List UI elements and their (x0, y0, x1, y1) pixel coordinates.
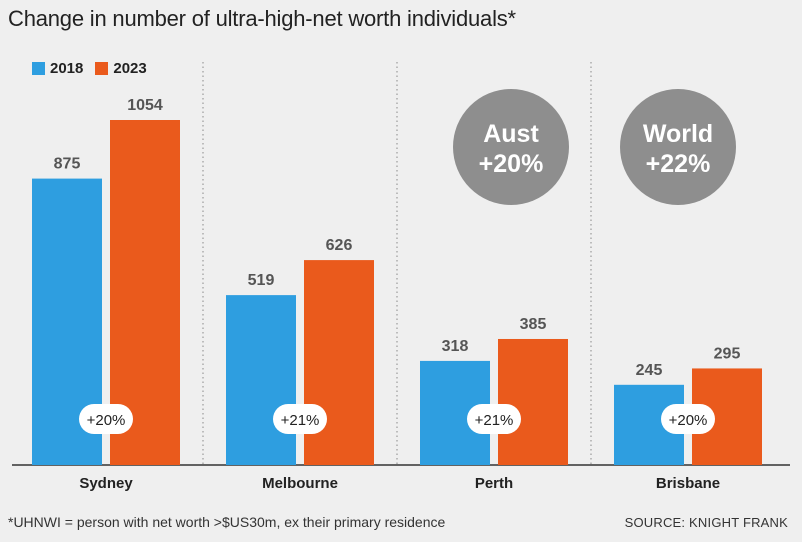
legend-label-2018: 2018 (50, 60, 84, 77)
badge-aust-value: +20% (479, 150, 544, 178)
bar-melbourne-2018 (226, 295, 296, 465)
change-pill-brisbane (661, 404, 715, 434)
legend-item-2018: 2018 (32, 60, 83, 77)
badge-world-value: +22% (646, 150, 711, 178)
change-pill-perth (467, 404, 521, 434)
change-label-sydney: +20% (87, 412, 126, 429)
category-label-brisbane: Brisbane (656, 475, 720, 492)
change-label-melbourne: +21% (281, 412, 320, 429)
change-pill-sydney (79, 404, 133, 434)
data-label-sydney-2018: 875 (54, 156, 81, 173)
change-pill-melbourne (273, 404, 327, 434)
badge-world-label: World (643, 120, 713, 148)
legend-swatch-2018 (32, 62, 45, 75)
data-label-perth-2023: 385 (520, 316, 547, 333)
legend-item-2023: 2023 (95, 60, 147, 77)
legend-label-2023: 2023 (113, 60, 147, 77)
footnote: *UHNWI = person with net worth >$US30m, … (8, 514, 446, 530)
bar-perth-2023 (498, 338, 568, 465)
legend: 2018 2023 (32, 60, 147, 77)
category-label-melbourne: Melbourne (262, 475, 338, 492)
bar-melbourne-2023 (304, 260, 374, 465)
category-label-perth: Perth (475, 475, 513, 492)
data-label-brisbane-2023: 295 (714, 345, 741, 362)
data-label-brisbane-2018: 245 (636, 362, 663, 379)
badge-aust (453, 89, 569, 205)
category-label-sydney: Sydney (79, 475, 133, 492)
data-label-melbourne-2018: 519 (248, 272, 275, 289)
source-credit: SOURCE: KNIGHT FRANK (624, 515, 788, 530)
data-label-perth-2018: 318 (442, 338, 469, 355)
badge-world (620, 89, 736, 205)
chart-title: Change in number of ultra-high-net worth… (8, 6, 516, 31)
change-label-brisbane: +20% (669, 412, 708, 429)
data-label-sydney-2023: 1054 (127, 97, 163, 114)
data-label-melbourne-2023: 626 (326, 237, 353, 254)
badge-aust-label: Aust (483, 120, 539, 148)
change-label-perth: +21% (475, 412, 514, 429)
legend-swatch-2023 (95, 62, 109, 75)
